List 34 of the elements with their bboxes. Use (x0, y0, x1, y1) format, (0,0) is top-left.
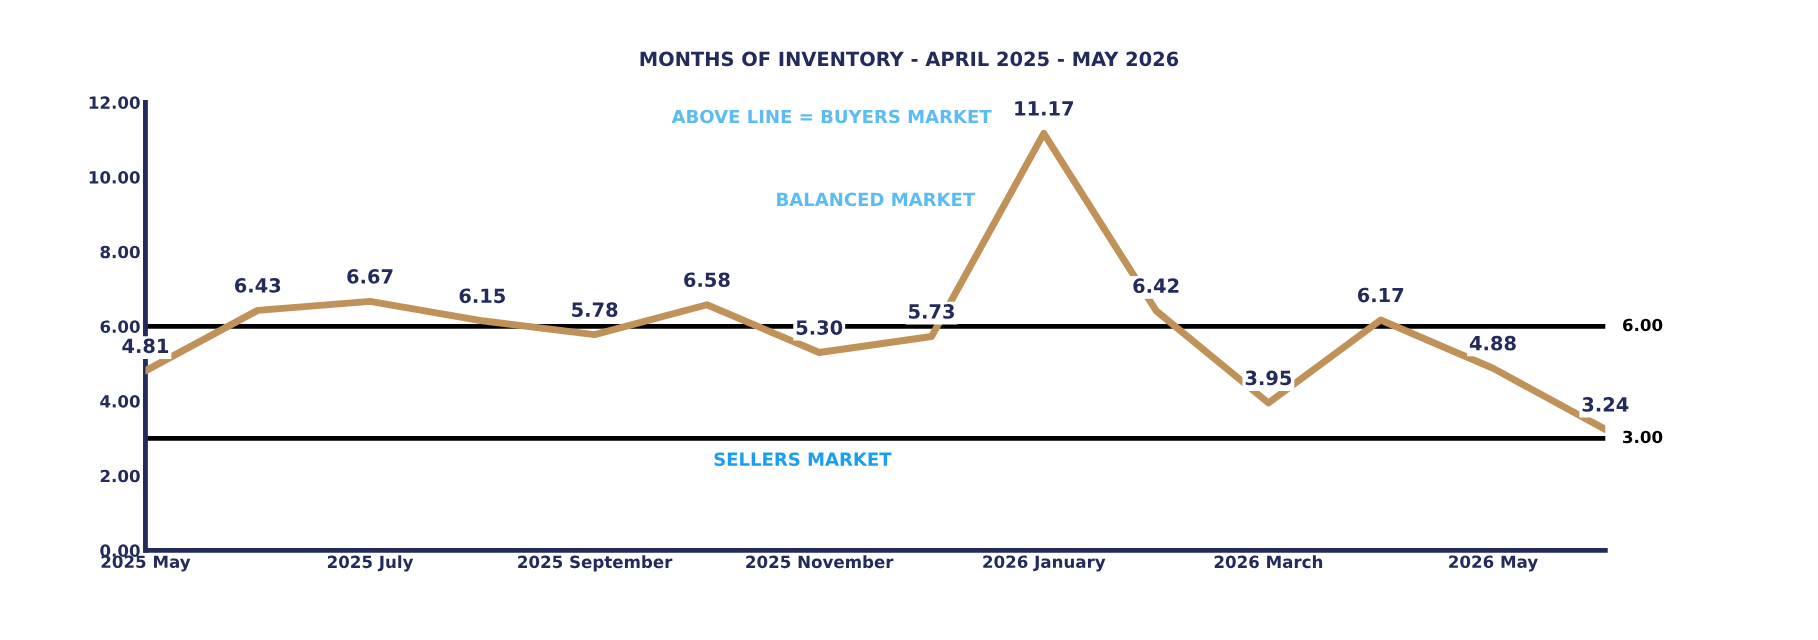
data-label: 3.95 (1245, 370, 1292, 386)
y-tick-label: 0.00 (100, 544, 140, 557)
x-tick-label: 2025 July (327, 555, 414, 572)
data-label: 5.73 (909, 304, 954, 319)
data-label: 4.81 (122, 338, 169, 354)
data-label: 6.58 (684, 272, 730, 288)
y-tick-label: 12.00 (89, 96, 140, 109)
data-label: 6.43 (234, 277, 281, 293)
x-tick-label: 2025 May (101, 555, 191, 572)
y-tick-label: 6.00 (100, 320, 140, 333)
x-tick-label: 2026 January (983, 555, 1106, 572)
x-tick-label: 2026 May (1449, 555, 1538, 572)
data-label: 6.17 (1357, 287, 1404, 303)
data-label: 6.15 (459, 288, 505, 304)
y-tick-label: 4.00 (100, 395, 140, 408)
data-label: 4.88 (1469, 335, 1516, 351)
data-label: 5.78 (572, 302, 618, 317)
data-label: 5.30 (796, 320, 843, 335)
x-tick-label: 2025 November (746, 555, 894, 569)
y-tick-label: 8.00 (100, 245, 140, 259)
ref-line-label: 6.00 (1622, 318, 1663, 332)
annotation: ABOVE LINE = BUYERS MARKET (671, 109, 992, 124)
data-label: 11.17 (1015, 101, 1074, 116)
data-label: 6.42 (1133, 278, 1179, 294)
ref-line-label: 3.00 (1623, 430, 1663, 444)
x-tick-label: 2026 March (1214, 555, 1323, 569)
data-label: 6.67 (347, 269, 393, 284)
annotation: SELLERS MARKET (714, 452, 892, 467)
y-tick-label: 2.00 (100, 469, 140, 483)
chart-title: MONTHS OF INVENTORY - APRIL 2025 - MAY 2026 (640, 51, 1179, 67)
annotation: BALANCED MARKET (777, 192, 976, 207)
y-tick-label: 10.00 (89, 171, 140, 184)
x-tick-label: 2025 September (518, 555, 673, 572)
data-label: 3.24 (1582, 397, 1629, 412)
